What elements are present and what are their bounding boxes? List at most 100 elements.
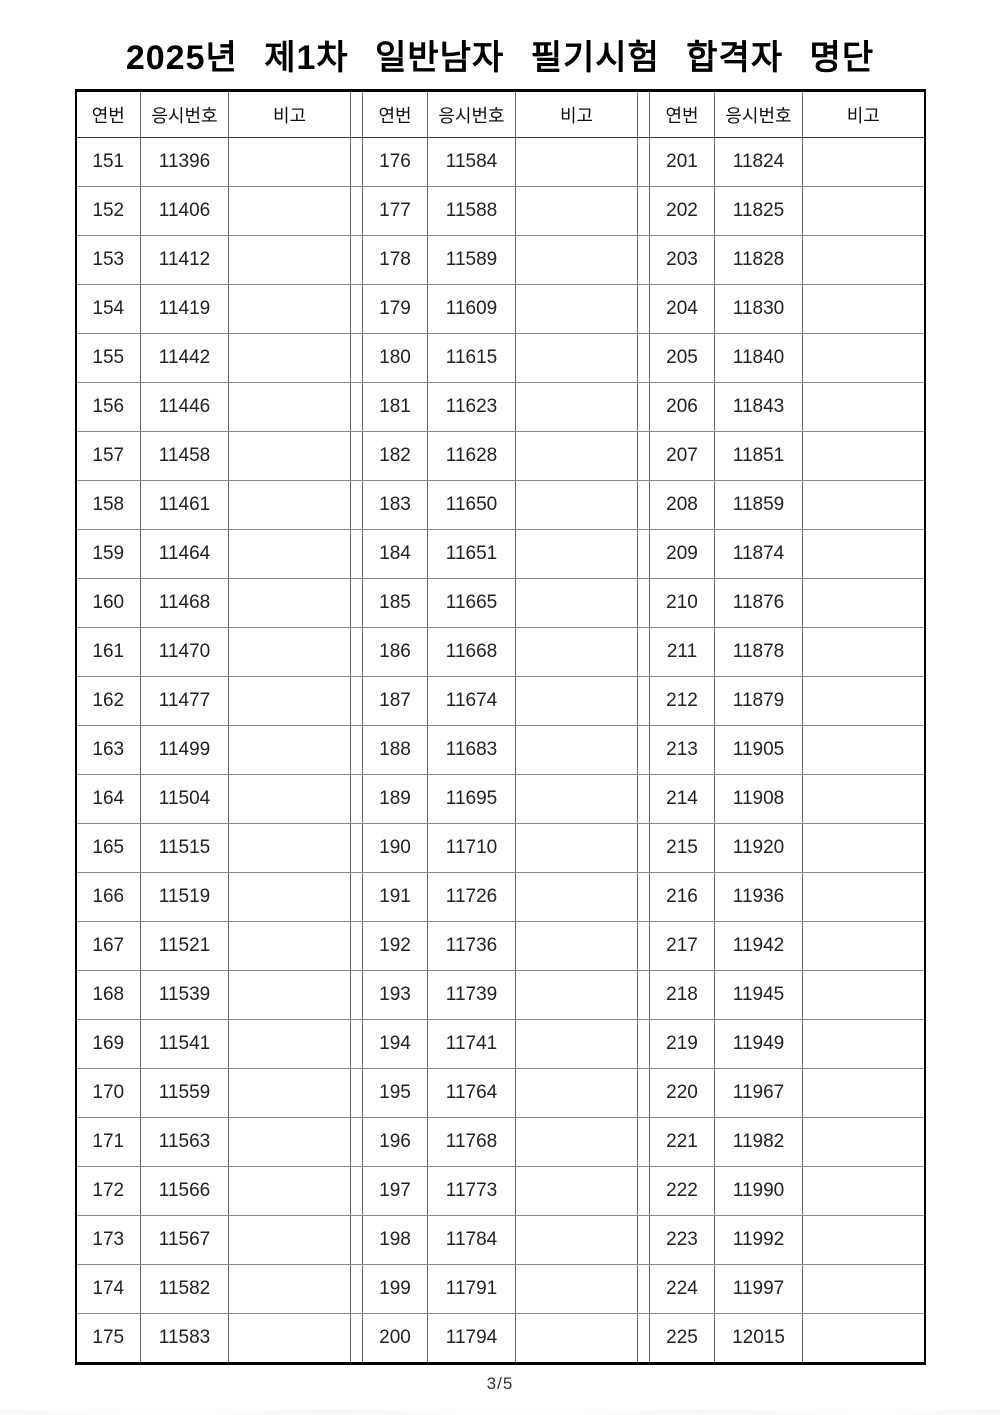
exam-number-cell: 11668 [427,627,516,677]
remark-cell [228,186,351,236]
table-row: 159 11464 184 11651 209 11874 [75,529,925,579]
serial-cell: 166 [75,872,141,922]
remark-cell [228,1019,351,1069]
exam-number-cell: 11567 [140,1215,229,1265]
group-divider [350,725,363,775]
serial-cell: 191 [362,872,428,922]
remark-cell [802,284,925,334]
exam-number-cell: 11791 [427,1264,516,1314]
remark-cell [228,774,351,824]
group-divider [637,627,650,677]
table-row: 153 11412 178 11589 203 11828 [75,235,925,285]
serial-cell: 215 [649,823,715,873]
exam-number-cell: 11446 [140,382,229,432]
serial-cell: 167 [75,921,141,971]
exam-number-cell: 11521 [140,921,229,971]
group-divider [350,1117,363,1167]
remark-cell [802,333,925,383]
exam-number-cell: 11628 [427,431,516,481]
serial-cell: 219 [649,1019,715,1069]
exam-number-cell: 11830 [714,284,803,334]
serial-cell: 155 [75,333,141,383]
serial-cell: 160 [75,578,141,628]
serial-cell: 190 [362,823,428,873]
exam-number-cell: 11584 [427,137,516,187]
remark-cell [802,529,925,579]
exam-number-cell: 11997 [714,1264,803,1314]
group-divider [350,137,363,187]
group-divider [637,90,650,138]
group-divider [350,1166,363,1216]
exam-number-cell: 11764 [427,1068,516,1118]
group-divider [637,823,650,873]
group-divider [637,529,650,579]
serial-cell: 188 [362,725,428,775]
exam-number-cell: 11967 [714,1068,803,1118]
exam-number-cell: 11588 [427,186,516,236]
group-divider [637,186,650,236]
group-divider [350,529,363,579]
table-row: 166 11519 191 11726 216 11936 [75,872,925,922]
serial-cell: 208 [649,480,715,530]
exam-number-cell: 11458 [140,431,229,481]
remark-cell [515,872,638,922]
remark-cell [802,725,925,775]
table-row: 162 11477 187 11674 212 11879 [75,676,925,726]
remark-cell [802,1019,925,1069]
group-divider [350,235,363,285]
table-row: 160 11468 185 11665 210 11876 [75,578,925,628]
group-divider [350,627,363,677]
serial-cell: 152 [75,186,141,236]
header-remark: 비고 [228,90,351,138]
exam-number-cell: 11905 [714,725,803,775]
serial-cell: 163 [75,725,141,775]
exam-number-cell: 11539 [140,970,229,1020]
remark-cell [515,1313,638,1364]
header-exam-number: 응시번호 [714,90,803,138]
remark-cell [228,529,351,579]
serial-cell: 174 [75,1264,141,1314]
exam-number-cell: 11992 [714,1215,803,1265]
remark-cell [802,970,925,1020]
exam-number-cell: 11876 [714,578,803,628]
serial-cell: 177 [362,186,428,236]
group-divider [637,1019,650,1069]
remark-cell [515,1215,638,1265]
serial-cell: 225 [649,1313,715,1364]
group-divider [350,186,363,236]
remark-cell [802,774,925,824]
exam-number-cell: 11840 [714,333,803,383]
group-divider [637,235,650,285]
exam-number-cell: 11468 [140,578,229,628]
table-row: 175 11583 200 11794 225 12015 [75,1313,925,1364]
exam-number-cell: 11879 [714,676,803,726]
remark-cell [802,872,925,922]
serial-cell: 180 [362,333,428,383]
serial-cell: 197 [362,1166,428,1216]
group-divider [637,1068,650,1118]
serial-cell: 182 [362,431,428,481]
serial-cell: 158 [75,480,141,530]
serial-cell: 189 [362,774,428,824]
remark-cell [515,529,638,579]
serial-cell: 184 [362,529,428,579]
group-divider [637,921,650,971]
remark-cell [228,333,351,383]
serial-cell: 206 [649,382,715,432]
remark-cell [515,186,638,236]
group-divider [350,90,363,138]
remark-cell [228,823,351,873]
group-divider [637,137,650,187]
remark-cell [802,186,925,236]
group-divider [350,872,363,922]
exam-number-cell: 11419 [140,284,229,334]
serial-cell: 205 [649,333,715,383]
remark-cell [802,1166,925,1216]
exam-number-cell: 11695 [427,774,516,824]
serial-cell: 212 [649,676,715,726]
exam-number-cell: 11942 [714,921,803,971]
group-divider [350,823,363,873]
exam-number-cell: 11874 [714,529,803,579]
group-divider [350,676,363,726]
remark-cell [515,382,638,432]
